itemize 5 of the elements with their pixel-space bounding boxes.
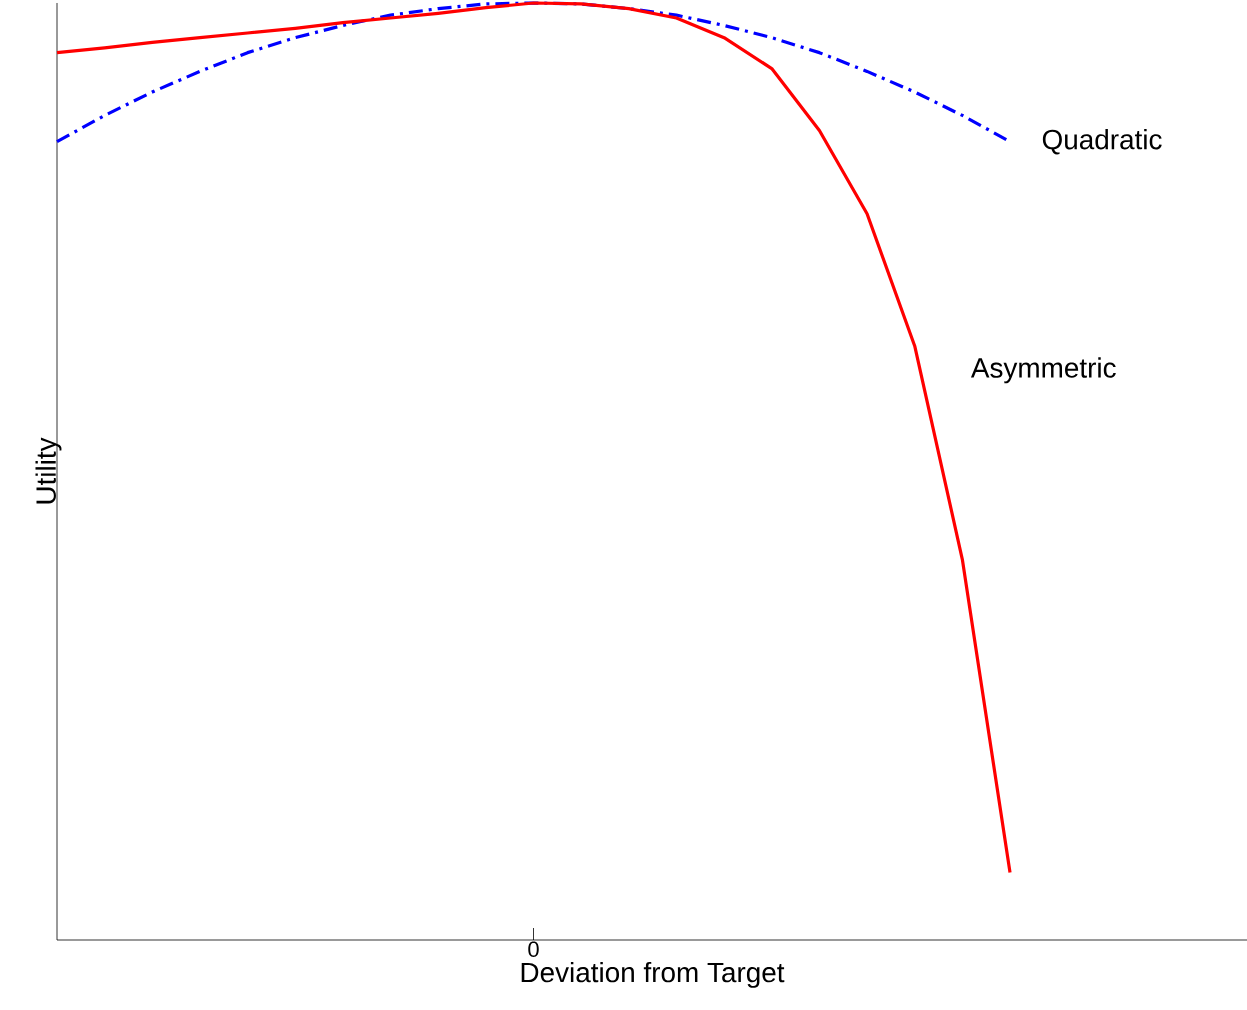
y-axis-title: Utility — [35, 437, 62, 504]
x-axis-title: Deviation from Target — [521, 961, 785, 988]
series-label: Quadratic — [1042, 128, 1162, 155]
series-label: Asymmetric — [970, 357, 1116, 384]
text: 0 — [528, 941, 539, 958]
